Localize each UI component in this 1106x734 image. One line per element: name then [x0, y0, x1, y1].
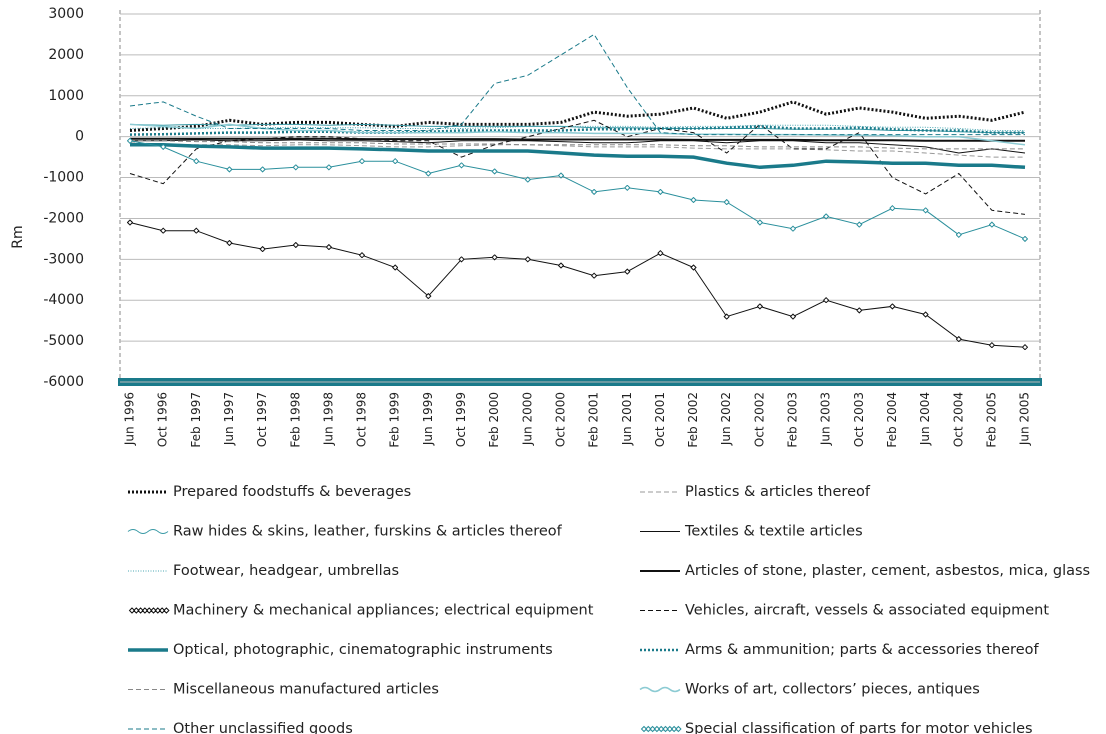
y-tick-label: 0 [75, 129, 84, 145]
legend-swatch [639, 686, 681, 693]
x-tick-label: Oct 2002 [752, 392, 766, 447]
x-tick-label: Jun 1996 [123, 392, 137, 446]
legend-swatch [640, 725, 682, 733]
x-tick-label: Oct 1998 [355, 392, 369, 447]
y-tick-label: -2000 [43, 210, 84, 226]
x-tick-label: Feb 1997 [189, 392, 203, 448]
y-tick-label: -1000 [43, 170, 84, 186]
series-line [129, 33, 1025, 136]
legend-label: Special classification of parts for moto… [685, 721, 1033, 734]
x-tick-label: Feb 2005 [984, 392, 998, 448]
x-tick-label: Feb 2001 [587, 392, 601, 448]
legend-label: Textiles & textile articles [684, 524, 863, 540]
series-line [129, 124, 1025, 131]
y-tick-label: -5000 [43, 333, 84, 349]
legend-label: Footwear, headgear, umbrellas [173, 563, 399, 579]
legend-label: Articles of stone, plaster, cement, asbe… [685, 563, 1090, 579]
x-tick-label: Jun 2001 [620, 392, 634, 446]
x-tick-label: Feb 2002 [686, 392, 700, 448]
x-tick-label: Jun 2004 [918, 392, 932, 446]
x-tick-label: Jun 1998 [321, 392, 335, 446]
x-tick-label: Oct 2003 [852, 392, 866, 447]
y-tick-label: -6000 [43, 374, 84, 390]
x-tick-label: Jun 2003 [819, 392, 833, 446]
series-line [129, 125, 1025, 136]
y-tick-label: 3000 [48, 6, 84, 22]
legend-label: Machinery & mechanical appliances; elect… [173, 603, 594, 619]
legend-label: Other unclassified goods [173, 721, 353, 734]
y-tick-label: -4000 [43, 292, 84, 308]
x-tick-label: Jun 2002 [719, 392, 733, 446]
legend-label: Arms & ammunition; parts & accessories t… [685, 642, 1039, 658]
x-tick-label: Jun 2005 [1018, 392, 1032, 446]
legend-swatch [127, 529, 169, 534]
x-tick-label: Oct 1997 [255, 392, 269, 447]
legend-label: Optical, photographic, cinematographic i… [173, 642, 553, 658]
legend-label: Plastics & articles thereof [685, 484, 871, 500]
x-tick-label: Oct 1996 [156, 392, 170, 447]
y-tick-label: -3000 [43, 251, 84, 267]
x-tick-label: Feb 2000 [487, 392, 501, 448]
x-tick-label: Jun 1999 [421, 392, 435, 446]
y-axis-label: Rm [10, 225, 26, 248]
legend-label: Raw hides & skins, leather, furskins & a… [173, 524, 563, 540]
x-tick-label: Feb 2004 [885, 392, 899, 448]
series-line [130, 141, 1025, 239]
x-tick-label: Oct 2000 [553, 392, 567, 447]
x-tick-label: Oct 2004 [951, 392, 965, 447]
series-line [129, 100, 1026, 132]
x-tick-label: Oct 1999 [454, 392, 468, 447]
x-tick-label: Oct 2001 [653, 392, 667, 447]
y-tick-label: 2000 [48, 47, 84, 63]
series-line [130, 223, 1025, 348]
x-tick-label: Feb 2003 [786, 392, 800, 448]
y-tick-label: 1000 [48, 88, 84, 104]
x-tick-label: Jun 2000 [520, 392, 534, 446]
x-tick-label: Feb 1999 [388, 392, 402, 448]
legend-label: Works of art, collectors’ pieces, antiqu… [685, 682, 980, 698]
legend-swatch [128, 607, 170, 614]
legend-label: Vehicles, aircraft, vessels & associated… [685, 603, 1049, 619]
legend-label: Miscellaneous manufactured articles [173, 682, 439, 698]
legend-label: Prepared foodstuffs & beverages [173, 484, 411, 500]
x-tick-label: Jun 1997 [222, 392, 236, 446]
series-line [129, 123, 1026, 146]
series-line [129, 123, 1025, 134]
x-tick-label: Feb 1998 [288, 392, 302, 448]
